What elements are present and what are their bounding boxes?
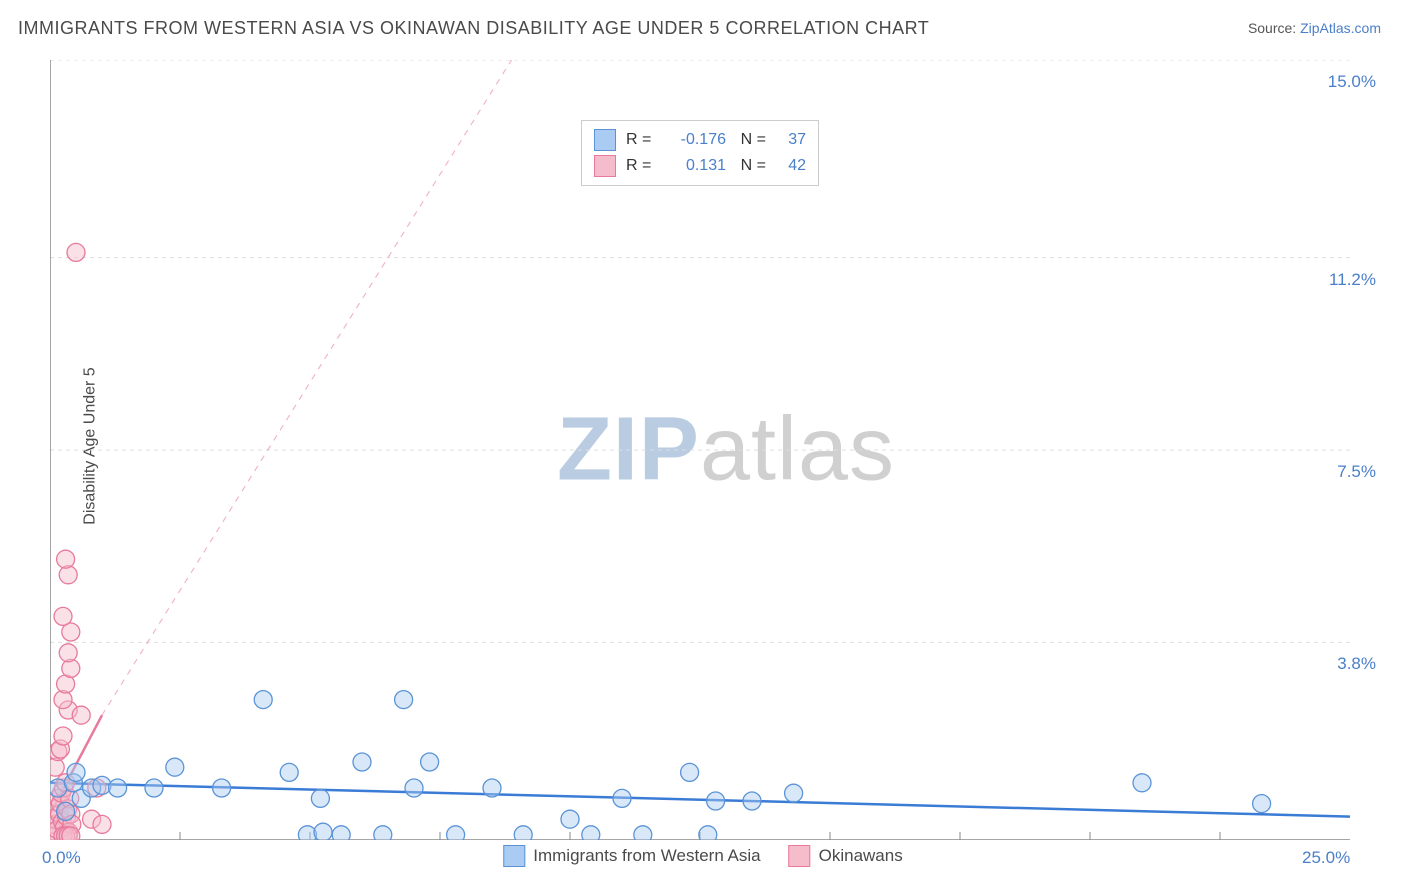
y-tick-label: 3.8%	[1337, 654, 1376, 674]
legend-stats-row-pink: R = 0.131 N = 42	[594, 153, 806, 179]
x-tick-label: 25.0%	[1302, 848, 1350, 868]
r-value-pink: 0.131	[666, 157, 726, 175]
legend-item-pink: Okinawans	[789, 845, 903, 867]
source-link[interactable]: ZipAtlas.com	[1300, 20, 1381, 36]
y-tick-label: 7.5%	[1337, 462, 1376, 482]
source-prefix: Source:	[1248, 20, 1300, 36]
legend-label-blue: Immigrants from Western Asia	[533, 846, 760, 866]
plot-area: ZIPatlas R = -0.176 N = 37 R = 0.131 N =…	[50, 60, 1350, 840]
r-label: R =	[626, 131, 656, 149]
y-tick-label: 15.0%	[1328, 72, 1376, 92]
r-label: R =	[626, 157, 656, 175]
legend-stats-row-blue: R = -0.176 N = 37	[594, 127, 806, 153]
n-label: N =	[736, 157, 766, 175]
n-value-pink: 42	[776, 157, 806, 175]
swatch-blue	[503, 845, 525, 867]
r-value-blue: -0.176	[666, 131, 726, 149]
swatch-pink	[789, 845, 811, 867]
legend-series: Immigrants from Western Asia Okinawans	[503, 845, 902, 867]
swatch-blue	[594, 129, 616, 151]
n-value-blue: 37	[776, 131, 806, 149]
y-tick-label: 11.2%	[1329, 270, 1376, 290]
chart-title: IMMIGRANTS FROM WESTERN ASIA VS OKINAWAN…	[18, 18, 929, 39]
legend-stats: R = -0.176 N = 37 R = 0.131 N = 42	[581, 120, 819, 186]
chart-container: IMMIGRANTS FROM WESTERN ASIA VS OKINAWAN…	[0, 0, 1406, 892]
n-label: N =	[736, 131, 766, 149]
swatch-pink	[594, 155, 616, 177]
x-tick-label: 0.0%	[42, 848, 81, 868]
source-attribution: Source: ZipAtlas.com	[1248, 20, 1381, 36]
legend-label-pink: Okinawans	[819, 846, 903, 866]
legend-item-blue: Immigrants from Western Asia	[503, 845, 760, 867]
